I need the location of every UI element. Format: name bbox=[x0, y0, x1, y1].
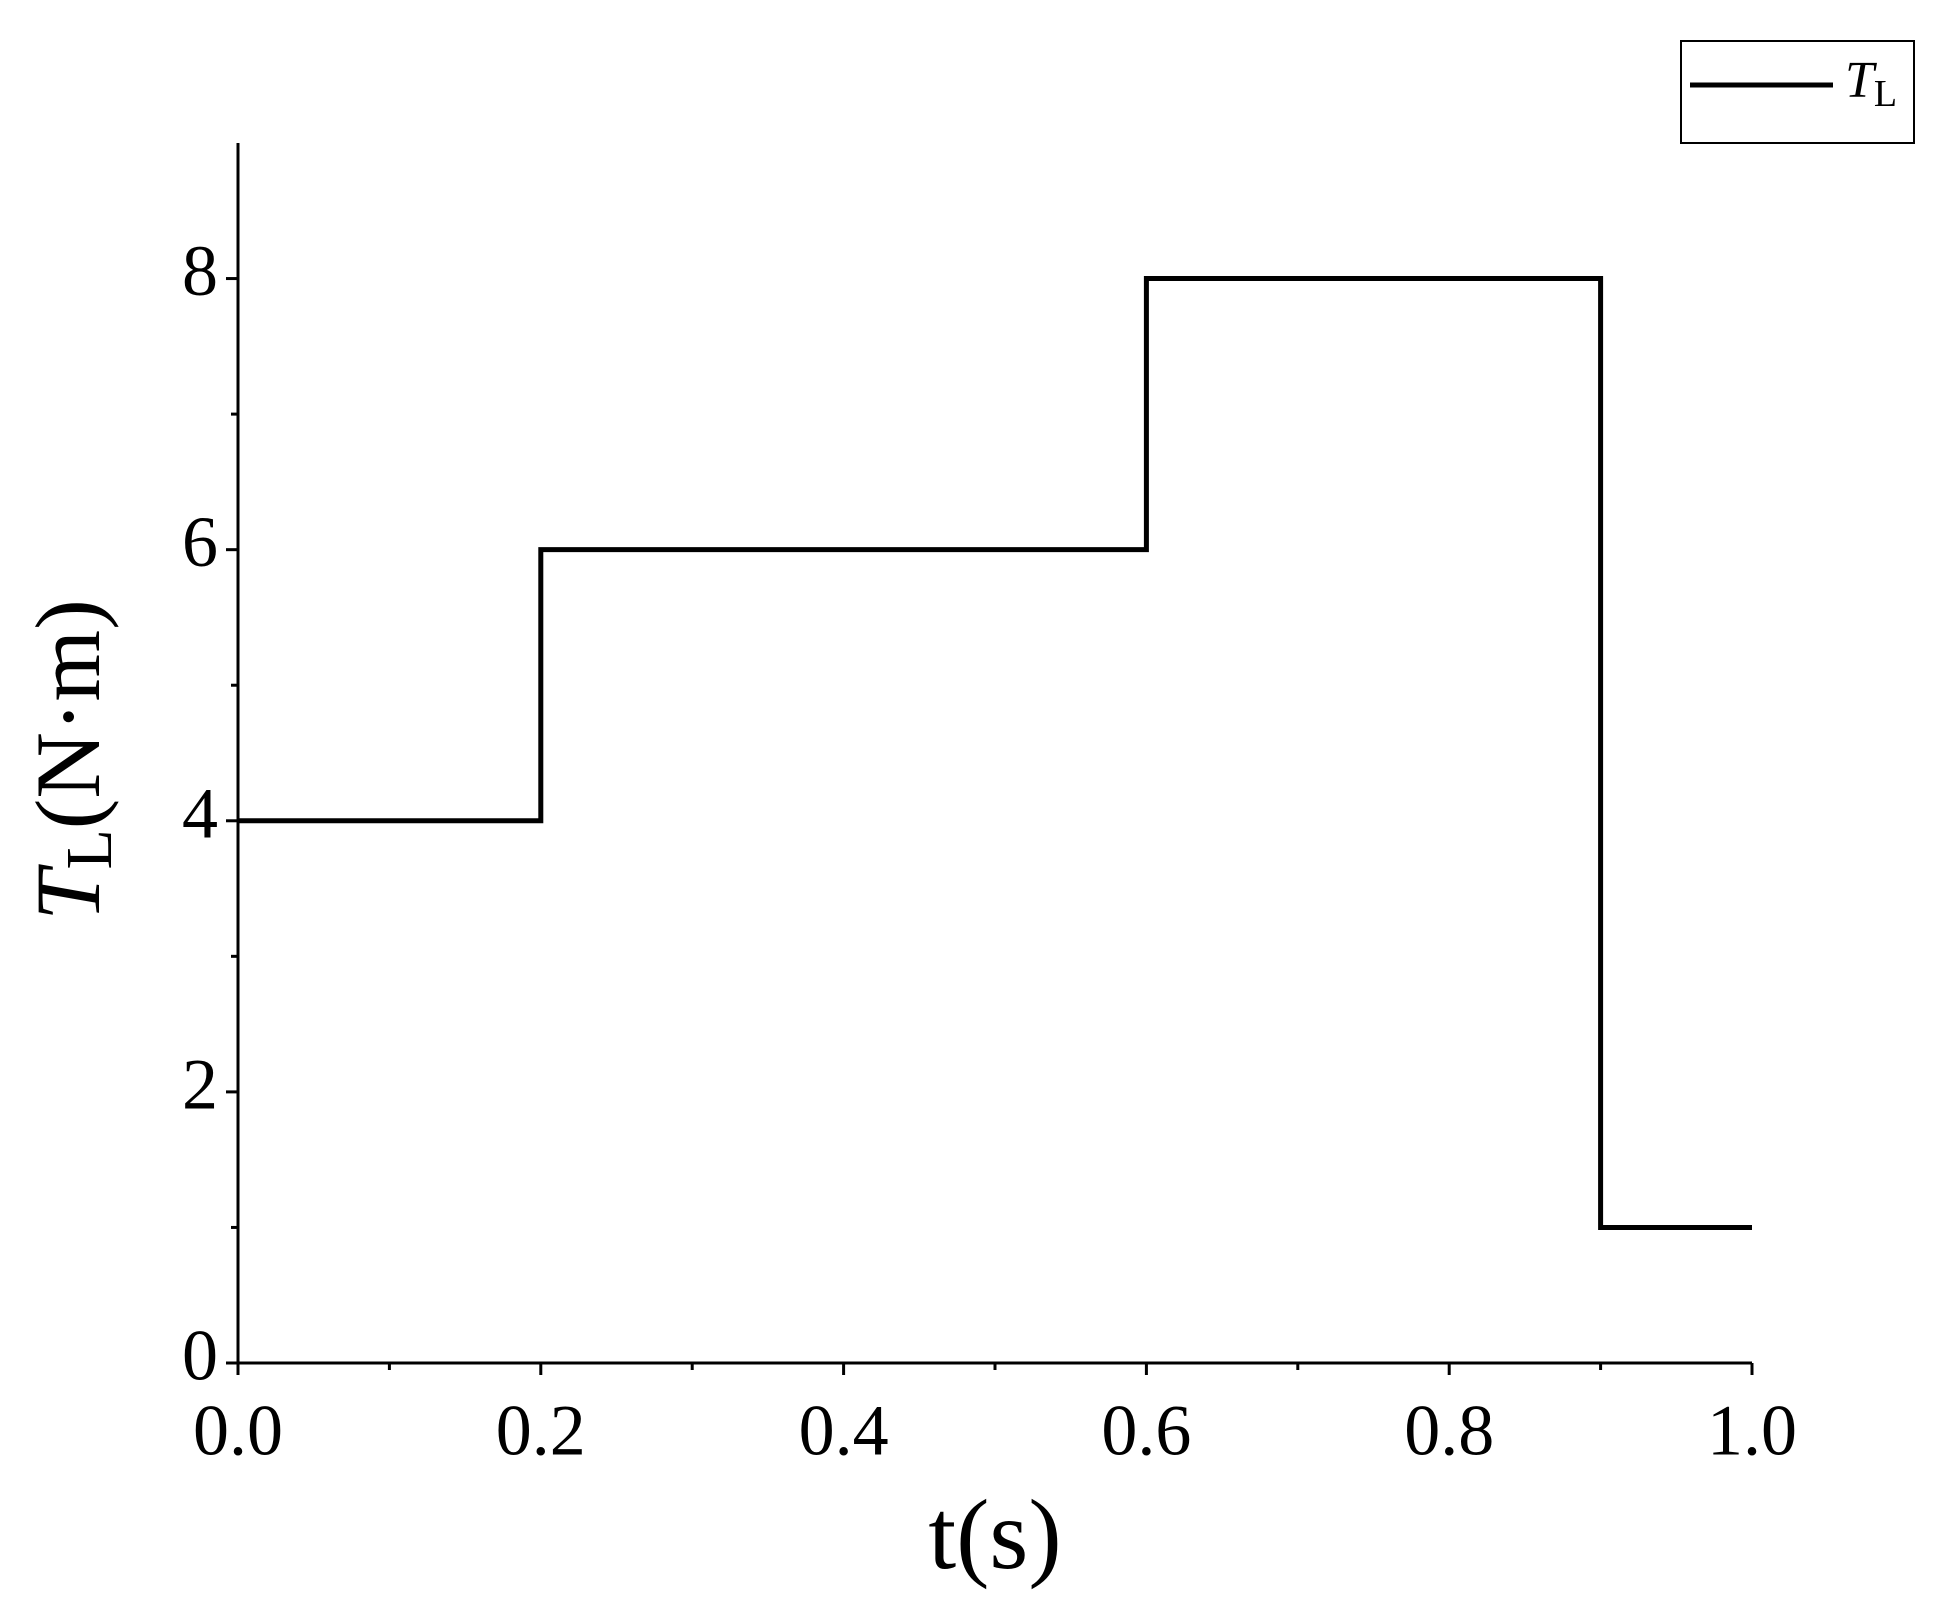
x-tick-label: 1.0 bbox=[1707, 1391, 1797, 1471]
y-tick-label: 6 bbox=[182, 502, 218, 582]
y-tick-label: 0 bbox=[182, 1316, 218, 1396]
y-label-subscript: L bbox=[53, 829, 126, 869]
series-line bbox=[238, 276, 1752, 1230]
x-tick-label: 0.2 bbox=[496, 1391, 586, 1471]
legend-subscript: L bbox=[1874, 73, 1897, 115]
y-tick-label: 8 bbox=[182, 231, 218, 311]
legend-name: T bbox=[1845, 52, 1877, 109]
x-tick-label: 0.8 bbox=[1404, 1391, 1494, 1471]
x-tick-label: 0.4 bbox=[799, 1391, 889, 1471]
y-tick-label: 2 bbox=[182, 1044, 218, 1124]
x-axis-label: t(s) bbox=[928, 1479, 1061, 1590]
x-tick-label: 0.6 bbox=[1101, 1391, 1191, 1471]
y-axis-label: TL(N·m) bbox=[17, 599, 126, 920]
y-tick-label: 4 bbox=[182, 773, 218, 853]
x-tick-label: 0.0 bbox=[193, 1391, 283, 1471]
y-label-symbol: T bbox=[17, 864, 119, 921]
y-label-unit: (N·m) bbox=[17, 599, 119, 829]
legend-label: TL bbox=[1845, 52, 1897, 115]
legend-box bbox=[1680, 40, 1915, 144]
